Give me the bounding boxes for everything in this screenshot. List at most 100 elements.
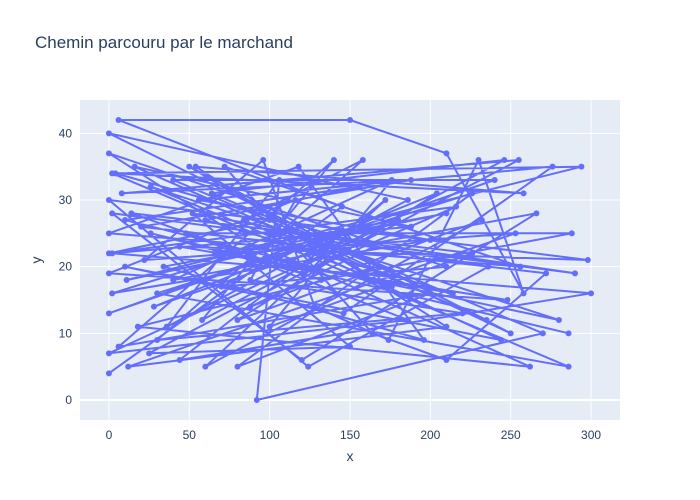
data-point <box>260 157 267 163</box>
data-point <box>247 303 254 310</box>
data-point <box>478 217 485 223</box>
data-point <box>122 263 128 270</box>
data-point <box>385 337 392 343</box>
data-point <box>115 117 122 123</box>
data-point <box>347 117 353 123</box>
x-axis-title: x <box>347 448 354 464</box>
data-point <box>122 217 128 223</box>
data-point <box>459 310 466 317</box>
data-point <box>395 217 402 223</box>
data-point <box>555 317 562 323</box>
data-point <box>491 177 498 183</box>
data-point <box>160 263 167 270</box>
data-point <box>138 223 145 230</box>
data-point <box>192 163 199 170</box>
data-point <box>443 210 450 217</box>
x-tick-label: 300 <box>581 428 601 442</box>
data-point <box>276 177 283 183</box>
data-point <box>539 330 546 337</box>
data-point <box>298 357 305 363</box>
data-point <box>170 177 177 183</box>
series-line <box>107 119 593 401</box>
data-point <box>105 130 112 137</box>
data-point <box>327 230 334 237</box>
data-point <box>202 363 209 370</box>
data-point <box>218 283 225 290</box>
data-point <box>515 157 522 163</box>
data-point <box>154 337 161 343</box>
y-tick-label: 10 <box>59 326 73 340</box>
data-point <box>578 163 585 170</box>
data-point <box>498 337 505 343</box>
data-point <box>199 317 206 323</box>
data-point <box>443 357 450 363</box>
y-tick-label: 20 <box>59 260 73 274</box>
data-point <box>295 163 302 170</box>
data-point <box>131 163 138 170</box>
x-tick-label: 200 <box>420 428 440 442</box>
data-point <box>266 217 273 223</box>
data-point <box>449 290 456 297</box>
data-point <box>147 230 154 237</box>
data-point <box>475 157 482 163</box>
data-point <box>247 277 254 283</box>
data-point <box>427 237 434 243</box>
data-point <box>147 183 154 190</box>
data-point <box>388 283 395 290</box>
data-point <box>565 363 572 370</box>
data-point <box>118 190 125 197</box>
data-point <box>105 197 112 203</box>
data-point <box>253 397 260 403</box>
data-point <box>170 277 177 283</box>
data-point <box>292 197 299 203</box>
data-point <box>311 303 318 310</box>
data-point <box>298 270 305 277</box>
data-point <box>572 270 578 277</box>
data-point <box>105 270 112 277</box>
x-tick-label: 150 <box>340 428 360 442</box>
data-point <box>375 263 382 270</box>
data-point <box>388 177 395 183</box>
data-point <box>584 257 591 263</box>
data-point <box>176 243 183 250</box>
data-point <box>105 310 112 317</box>
data-point <box>146 350 153 357</box>
data-point <box>382 197 389 203</box>
data-point <box>443 323 450 330</box>
data-point <box>112 170 119 177</box>
data-point <box>404 197 411 203</box>
data-point <box>105 370 112 377</box>
data-point <box>507 330 514 337</box>
data-point <box>512 230 519 237</box>
data-point <box>356 183 363 190</box>
data-point <box>504 297 511 303</box>
data-point <box>340 310 347 317</box>
data-point <box>369 330 376 337</box>
data-point <box>408 223 415 230</box>
data-point <box>363 270 370 277</box>
data-point <box>485 263 492 270</box>
data-point <box>105 250 112 257</box>
data-point <box>189 210 196 217</box>
data-point <box>347 343 353 350</box>
data-point <box>520 190 527 197</box>
data-point <box>371 243 378 250</box>
data-point <box>123 277 130 283</box>
data-point <box>234 363 241 370</box>
data-point <box>212 250 218 257</box>
data-point <box>266 323 273 330</box>
data-point <box>517 263 524 270</box>
y-tick-label: 0 <box>65 393 72 407</box>
data-point <box>469 250 476 257</box>
data-point <box>520 290 527 297</box>
data-point <box>483 317 490 323</box>
data-point <box>240 217 247 223</box>
data-point <box>453 203 460 210</box>
x-tick-label: 250 <box>501 428 521 442</box>
chart-title: Chemin parcouru par le marchand <box>35 33 293 52</box>
data-point <box>195 197 202 203</box>
x-tick-label: 0 <box>106 428 113 442</box>
data-point <box>527 363 533 370</box>
data-point <box>109 210 116 217</box>
